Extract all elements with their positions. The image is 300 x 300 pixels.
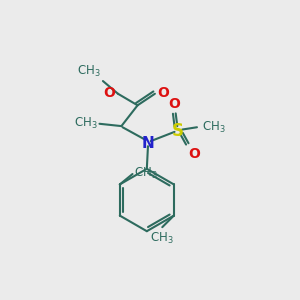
Text: CH$_3$: CH$_3$: [150, 231, 174, 246]
Text: CH$_3$: CH$_3$: [134, 166, 158, 181]
Text: S: S: [172, 122, 184, 140]
Text: N: N: [142, 136, 154, 151]
Text: O: O: [169, 97, 181, 111]
Text: CH$_3$: CH$_3$: [77, 64, 101, 79]
Text: O: O: [188, 147, 200, 161]
Text: O: O: [157, 85, 169, 100]
Text: CH$_3$: CH$_3$: [202, 120, 226, 135]
Text: CH$_3$: CH$_3$: [74, 116, 98, 131]
Text: O: O: [103, 85, 115, 100]
